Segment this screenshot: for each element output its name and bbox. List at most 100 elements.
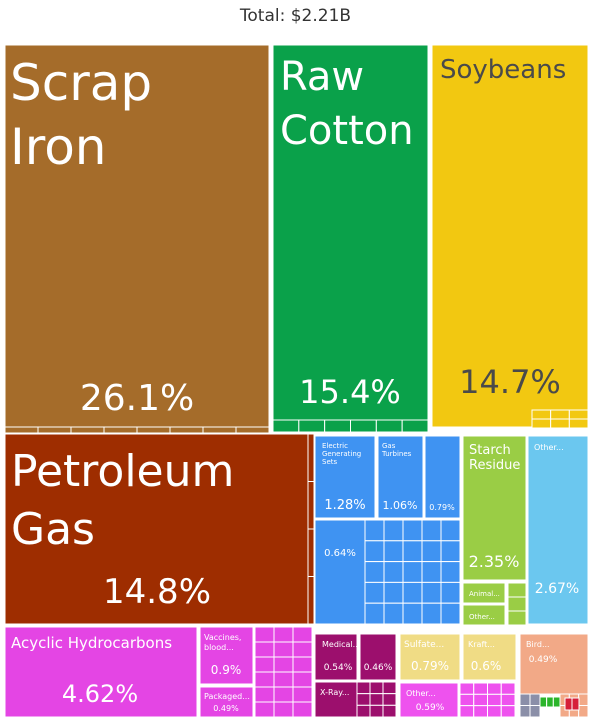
- tile-vaccines-blood[interactable]: Vaccines,blood... 0.9%: [199, 626, 254, 685]
- tile-scrap-iron[interactable]: Scrap Iron 26.1%: [4, 44, 270, 428]
- small-tile: [356, 693, 371, 706]
- chemical-small-tiles: [254, 626, 313, 717]
- small-tile: [382, 693, 397, 706]
- small-tile: [292, 641, 313, 658]
- small-tile: [519, 693, 531, 706]
- tile-kraft[interactable]: Kraft... 0.6%: [462, 633, 517, 681]
- small-tile: [364, 561, 385, 583]
- tile-label: Petroleum: [11, 446, 234, 497]
- small-tile: [440, 581, 461, 604]
- tile-packaged[interactable]: Packaged... 0.49%: [199, 686, 254, 717]
- small-tile: [500, 693, 516, 707]
- tile-label: blood...: [204, 643, 234, 652]
- tile-value-label: 0.79%: [411, 659, 449, 673]
- small-tile: [235, 426, 270, 434]
- tile-rect: [462, 582, 506, 604]
- small-tile: [350, 419, 377, 433]
- small-tile: [273, 671, 294, 688]
- tile-value-label: 0.79%: [429, 503, 455, 512]
- small-tile: [473, 693, 488, 707]
- tile-label: Cotton: [280, 108, 414, 154]
- small-tile: [421, 519, 442, 542]
- tile-label: Vaccines,: [204, 633, 241, 642]
- tile-label: Soybeans: [440, 55, 566, 85]
- tile-rect: [399, 682, 459, 717]
- small-tile: [292, 626, 313, 643]
- small-tile: [550, 409, 570, 420]
- tile-label: Sets: [322, 458, 337, 466]
- small-tile: [507, 582, 527, 598]
- small-tile: [539, 696, 548, 708]
- starch-small-tiles: [507, 582, 527, 626]
- small-tile: [382, 704, 397, 717]
- tile-label: Medical...: [322, 640, 360, 649]
- small-tile: [202, 426, 237, 434]
- small-tile: [507, 610, 527, 626]
- tile-label: Gas: [11, 504, 95, 555]
- tile-label: Animal...: [469, 590, 500, 598]
- small-tile: [307, 481, 315, 530]
- small-tile: [298, 419, 326, 433]
- small-tile: [552, 696, 561, 708]
- tile-other[interactable]: Other... 2.67%: [527, 435, 589, 625]
- tile-value-label: 0.49%: [213, 704, 239, 713]
- tile-label: Turbines: [381, 450, 412, 458]
- tile-rect: [399, 633, 461, 681]
- small-tile: [383, 519, 404, 542]
- small-tile: [440, 540, 461, 563]
- tile-label: Iron: [10, 118, 106, 176]
- tile-0-46[interactable]: 0.46%: [359, 633, 397, 681]
- tile-rect: [4, 44, 270, 428]
- small-tile: [578, 705, 589, 717]
- small-tile: [254, 701, 275, 717]
- tile-value-label: 0.9%: [211, 663, 242, 677]
- small-tile: [383, 602, 404, 625]
- tile-sulfate[interactable]: Sulfate... 0.79%: [399, 633, 461, 681]
- tile-rect: [4, 626, 198, 717]
- small-tile: [568, 418, 589, 429]
- small-tile: [550, 418, 570, 429]
- tile-value-label: 14.8%: [103, 572, 211, 612]
- tile-value-label: 0.6%: [471, 659, 502, 673]
- tile-raw-cotton[interactable]: Raw Cotton 15.4%: [272, 44, 429, 428]
- medical-small-tiles: [356, 681, 397, 717]
- small-tile: [254, 626, 275, 643]
- tile-acyclic-hydrocarbons[interactable]: Acyclic Hydrocarbons 4.62%: [4, 626, 198, 717]
- tile-0-79[interactable]: 0.79%: [424, 435, 461, 519]
- tile-rect: [462, 633, 517, 681]
- small-tile: [473, 705, 488, 717]
- machinery-small-tiles: [364, 519, 461, 625]
- tile-bird[interactable]: Bird... 0.49%: [519, 633, 589, 695]
- tile-other[interactable]: Other... 0.59%: [399, 682, 459, 717]
- small-tile: [292, 701, 313, 717]
- tile-soybeans[interactable]: Soybeans 14.7%: [431, 44, 589, 428]
- tile-label: Other...: [469, 613, 495, 621]
- small-tile: [383, 540, 404, 563]
- small-tile: [421, 540, 442, 563]
- tile-label: Kraft...: [468, 640, 495, 649]
- tile-medical[interactable]: Medical... 0.54%: [314, 633, 360, 681]
- small-tile: [571, 697, 580, 711]
- small-tile: [519, 705, 531, 717]
- small-tile: [568, 409, 589, 420]
- tile-rect: [431, 44, 589, 428]
- tile-label: Other...: [406, 689, 436, 698]
- small-tile: [529, 705, 541, 717]
- small-tile: [364, 540, 385, 563]
- tile-animal[interactable]: Animal...: [462, 582, 506, 604]
- small-tile: [254, 671, 275, 688]
- small-tile: [487, 705, 502, 717]
- tile-other[interactable]: Other...: [462, 604, 506, 626]
- small-tile: [364, 519, 385, 542]
- chart-title: Total: $2.21B: [239, 6, 352, 26]
- tile-x-ray[interactable]: X-Ray...: [314, 681, 358, 717]
- tile-0-64[interactable]: 0.64%: [314, 519, 366, 625]
- tile-rect: [199, 686, 254, 717]
- misc-red-tiles: [564, 697, 580, 711]
- other-chem-small-tiles: [459, 682, 516, 717]
